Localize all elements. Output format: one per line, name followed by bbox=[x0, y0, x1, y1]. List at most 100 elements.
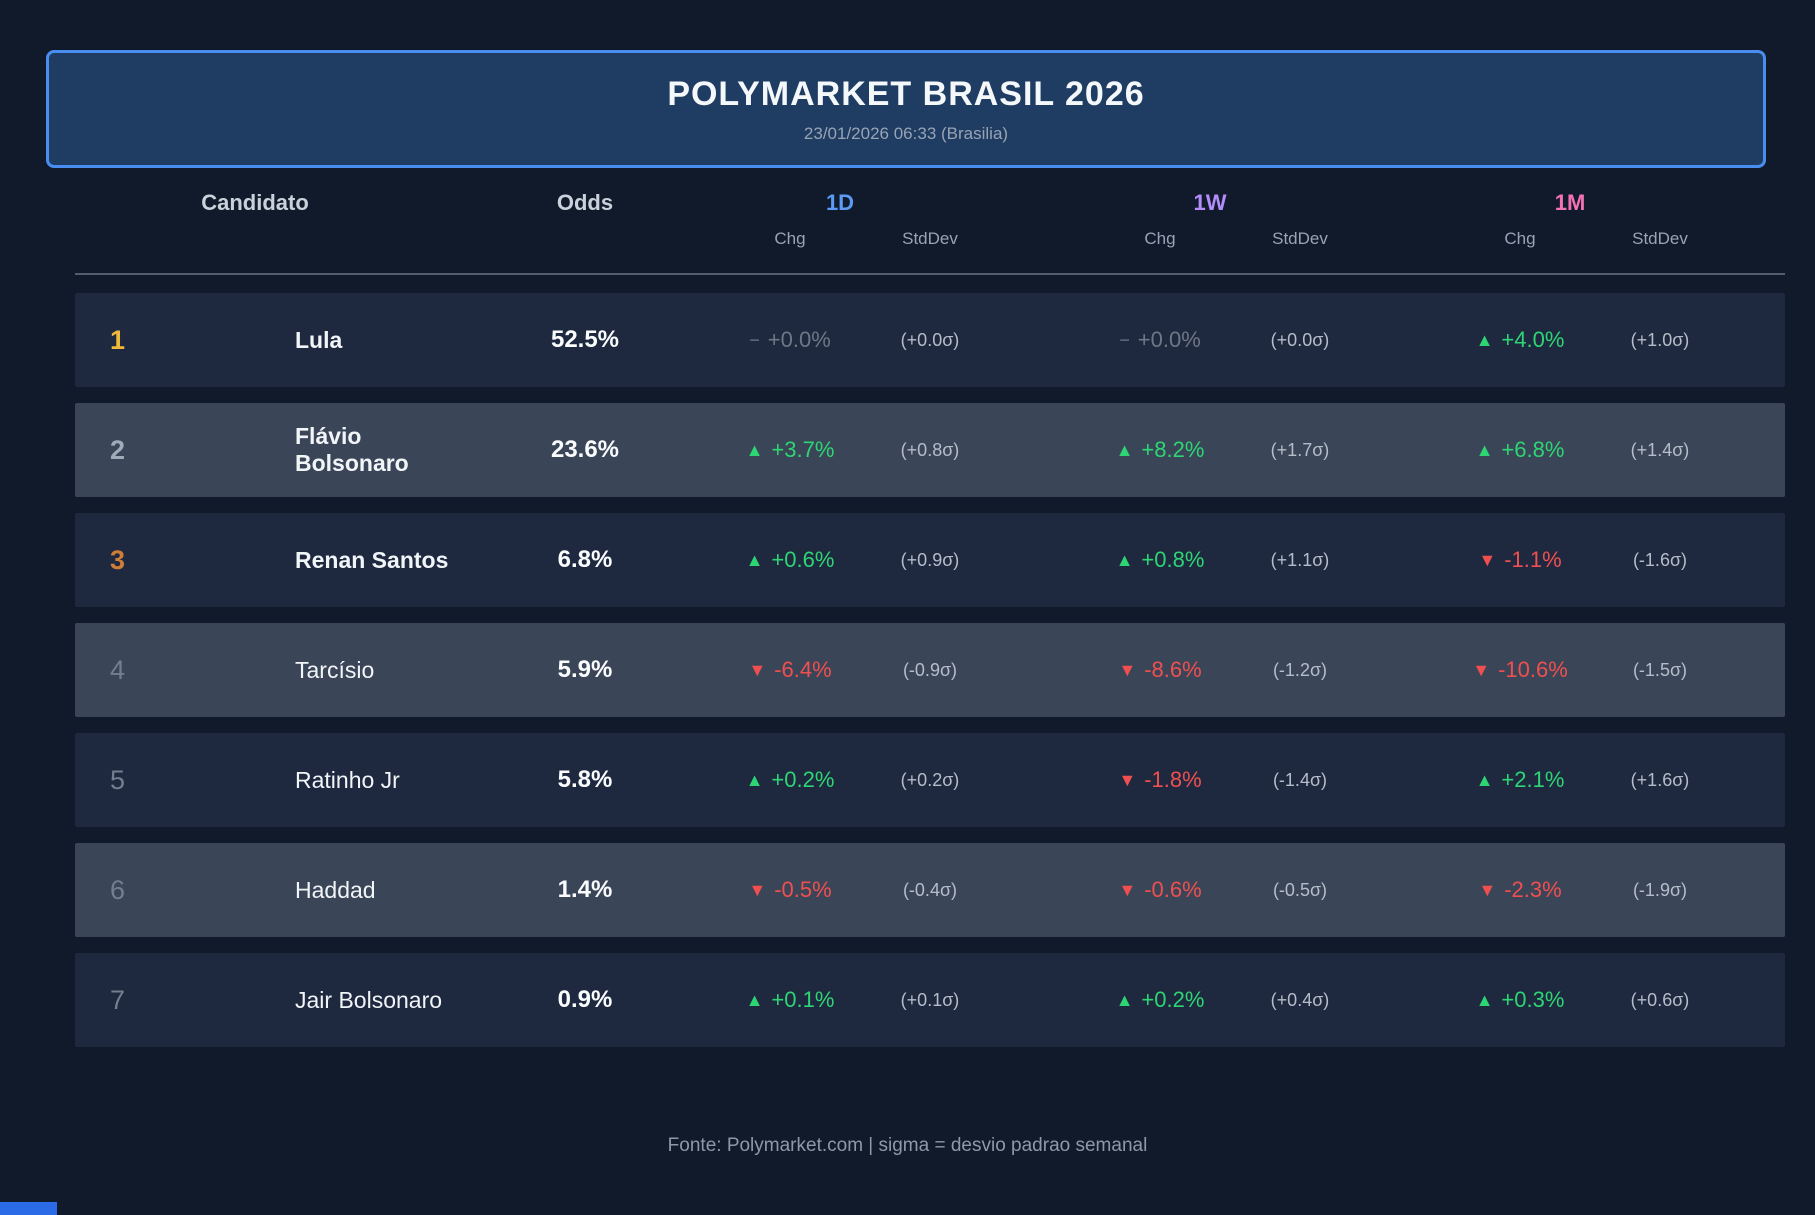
trend-flat-icon: − bbox=[1119, 330, 1130, 350]
page-title: POLYMARKET BRASIL 2026 bbox=[667, 74, 1145, 113]
chg-1m: ▼ -1.1% bbox=[1430, 547, 1610, 573]
chg-1m: ▲ +4.0% bbox=[1430, 327, 1610, 353]
stddev-1w: (+0.0σ) bbox=[1270, 329, 1330, 350]
trend-up-icon: ▲ bbox=[1475, 440, 1494, 460]
stddev-1m: (+1.0σ) bbox=[1630, 329, 1690, 350]
chg-value: -2.3% bbox=[1504, 877, 1562, 902]
trend-down-icon: ▼ bbox=[748, 880, 767, 900]
chg-value: -0.6% bbox=[1144, 877, 1202, 902]
chg-value: +3.7% bbox=[771, 437, 835, 462]
trend-up-icon: ▲ bbox=[1475, 330, 1494, 350]
table-row: 1 Lula 52.5% − +0.0% (+0.0σ) − +0.0% (+0.0… bbox=[75, 293, 1785, 387]
odds-value: 5.8% bbox=[557, 766, 613, 793]
bottom-accent-bar bbox=[0, 1202, 57, 1215]
stddev-1d: (-0.9σ) bbox=[902, 659, 958, 680]
chg-value: +0.1% bbox=[771, 987, 835, 1012]
chg-1d: ▲ +0.1% bbox=[700, 987, 880, 1013]
odds-value: 0.9% bbox=[557, 986, 613, 1013]
subheader-1d-stddev: StdDev bbox=[902, 229, 958, 248]
odds-value: 23.6% bbox=[550, 436, 620, 463]
chg-1w: ▲ +8.2% bbox=[1070, 437, 1250, 463]
odds-value: 5.9% bbox=[557, 656, 613, 683]
rank-badge: 7 bbox=[109, 984, 126, 1015]
stddev-1m: (-1.9σ) bbox=[1632, 879, 1688, 900]
chg-value: +2.1% bbox=[1501, 767, 1565, 792]
stddev-1d: (+0.0σ) bbox=[900, 329, 960, 350]
trend-up-icon: ▲ bbox=[745, 550, 764, 570]
stddev-1m: (+0.6σ) bbox=[1630, 989, 1690, 1010]
trend-down-icon: ▼ bbox=[1472, 660, 1491, 680]
subheader-1w-stddev: StdDev bbox=[1272, 229, 1328, 248]
trend-up-icon: ▲ bbox=[1115, 550, 1134, 570]
trend-down-icon: ▼ bbox=[748, 660, 767, 680]
odds-value: 6.8% bbox=[557, 546, 613, 573]
chg-value: +0.2% bbox=[1141, 987, 1205, 1012]
stddev-1m: (-1.5σ) bbox=[1632, 659, 1688, 680]
table-row: 7 Jair Bolsonaro 0.9% ▲ +0.1% (+0.1σ) ▲ +0… bbox=[75, 953, 1785, 1047]
chg-1m: ▼ -10.6% bbox=[1430, 657, 1610, 683]
stddev-1w: (+0.4σ) bbox=[1270, 989, 1330, 1010]
stddev-1m: (+1.4σ) bbox=[1630, 439, 1690, 460]
stddev-1w: (+1.7σ) bbox=[1270, 439, 1330, 460]
odds-value: 1.4% bbox=[557, 876, 613, 903]
chg-value: +0.0% bbox=[1137, 327, 1201, 352]
stddev-1d: (+0.8σ) bbox=[900, 439, 960, 460]
chg-1d: ▲ +0.6% bbox=[700, 547, 880, 573]
trend-down-icon: ▼ bbox=[1118, 770, 1137, 790]
chg-value: -1.8% bbox=[1144, 767, 1202, 792]
column-header-1w: 1W bbox=[1193, 190, 1227, 215]
trend-up-icon: ▲ bbox=[1475, 990, 1494, 1010]
chg-value: -8.6% bbox=[1144, 657, 1202, 682]
chg-1d: ▼ -6.4% bbox=[700, 657, 880, 683]
chg-value: -6.4% bbox=[774, 657, 832, 682]
rank-badge: 3 bbox=[109, 544, 126, 575]
chg-value: +8.2% bbox=[1141, 437, 1205, 462]
chg-1m: ▲ +6.8% bbox=[1430, 437, 1610, 463]
trend-down-icon: ▼ bbox=[1478, 550, 1497, 570]
header-divider bbox=[75, 273, 1785, 275]
column-header-1d: 1D bbox=[825, 190, 855, 215]
chg-1d: ▼ -0.5% bbox=[700, 877, 880, 903]
trend-up-icon: ▲ bbox=[745, 770, 764, 790]
stddev-1d: (-0.4σ) bbox=[902, 879, 958, 900]
chg-1d: ▲ +3.7% bbox=[700, 437, 880, 463]
table-row: 3 Renan Santos 6.8% ▲ +0.6% (+0.9σ) ▲ +0.8… bbox=[75, 513, 1785, 607]
chg-1m: ▲ +2.1% bbox=[1430, 767, 1610, 793]
chg-value: -0.5% bbox=[774, 877, 832, 902]
chg-value: +0.6% bbox=[771, 547, 835, 572]
rank-badge: 1 bbox=[109, 324, 126, 355]
column-header-1m: 1M bbox=[1554, 190, 1586, 215]
table-header-subcolumns: Chg StdDev Chg StdDev Chg StdDev bbox=[75, 221, 1785, 257]
subheader-1m-stddev: StdDev bbox=[1632, 229, 1688, 248]
chg-1w: ▼ -8.6% bbox=[1070, 657, 1250, 683]
chg-1w: ▼ -1.8% bbox=[1070, 767, 1250, 793]
candidate-name: Ratinho Jr bbox=[295, 766, 400, 793]
trend-up-icon: ▲ bbox=[1115, 990, 1134, 1010]
chg-value: -1.1% bbox=[1504, 547, 1562, 572]
rank-badge: 5 bbox=[109, 764, 126, 795]
stddev-1d: (+0.9σ) bbox=[900, 549, 960, 570]
chg-value: +4.0% bbox=[1501, 327, 1565, 352]
chg-value: +0.0% bbox=[767, 327, 831, 352]
trend-up-icon: ▲ bbox=[745, 990, 764, 1010]
trend-up-icon: ▲ bbox=[1475, 770, 1494, 790]
subheader-1m-chg: Chg bbox=[1504, 229, 1536, 248]
stddev-1w: (-1.4σ) bbox=[1272, 769, 1328, 790]
stddev-1d: (+0.2σ) bbox=[900, 769, 960, 790]
chg-1w: − +0.0% bbox=[1070, 327, 1250, 353]
chg-1w: ▲ +0.8% bbox=[1070, 547, 1250, 573]
stddev-1w: (-0.5σ) bbox=[1272, 879, 1328, 900]
candidate-name: Lula bbox=[295, 326, 343, 353]
chg-1w: ▲ +0.2% bbox=[1070, 987, 1250, 1013]
stddev-1w: (-1.2σ) bbox=[1272, 659, 1328, 680]
table-row: 2 Flávio Bolsonaro 23.6% ▲ +3.7% (+0.8σ) … bbox=[75, 403, 1785, 497]
candidate-name: Haddad bbox=[295, 876, 376, 903]
chg-value: +0.8% bbox=[1141, 547, 1205, 572]
timestamp: 23/01/2026 06:33 (Brasilia) bbox=[803, 123, 1009, 143]
trend-down-icon: ▼ bbox=[1118, 660, 1137, 680]
column-header-odds: Odds bbox=[556, 190, 614, 215]
chg-1m: ▲ +0.3% bbox=[1430, 987, 1610, 1013]
odds-value: 52.5% bbox=[550, 326, 620, 353]
chg-1d: − +0.0% bbox=[700, 327, 880, 353]
rank-badge: 2 bbox=[109, 434, 126, 465]
